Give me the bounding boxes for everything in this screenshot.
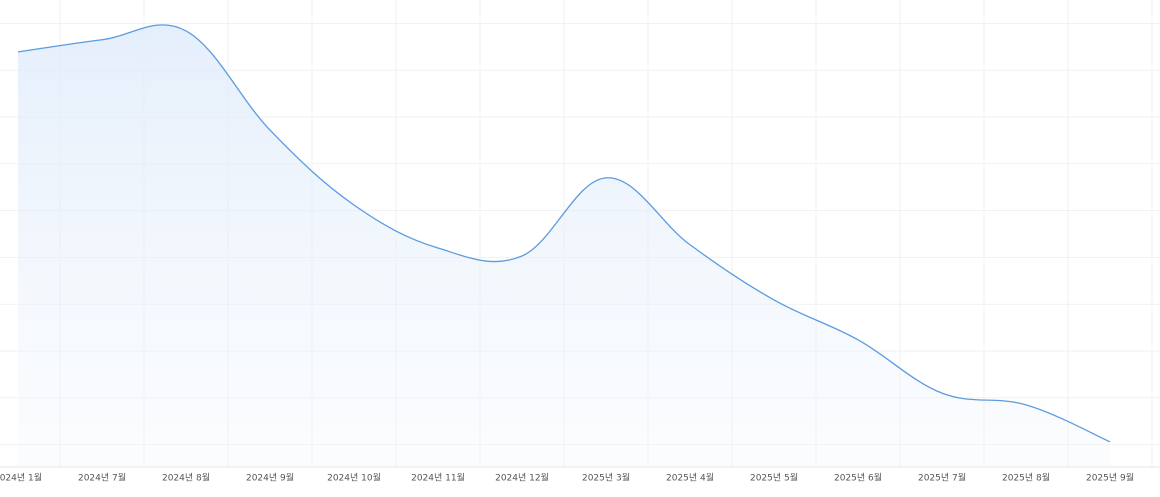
x-tick-label: 2025년 4월 [666, 472, 714, 484]
area [18, 24, 1110, 468]
x-tick-label: 2024년 7월 [78, 472, 126, 484]
x-tick-label: 2025년 6월 [834, 472, 882, 484]
line [17, 24, 1111, 443]
x-tick-label: 2025년 7월 [918, 472, 966, 484]
x-tick-label: 2025년 9월 [1086, 472, 1134, 484]
x-tick-label: 2024년 1월 [0, 472, 42, 484]
x-tick-label: 2025년 5월 [750, 472, 798, 484]
x-tick-label: 2024년 8월 [162, 472, 210, 484]
x-tick-label: 2025년 3월 [582, 472, 630, 484]
x-tick-label: 2024년 12월 [495, 472, 549, 484]
x-tick-label: 2024년 11월 [411, 472, 465, 484]
x-tick-label: 2024년 10월 [327, 472, 381, 484]
x-tick-label: 2025년 8월 [1002, 472, 1050, 484]
x-tick-label: 2024년 9월 [246, 472, 294, 484]
